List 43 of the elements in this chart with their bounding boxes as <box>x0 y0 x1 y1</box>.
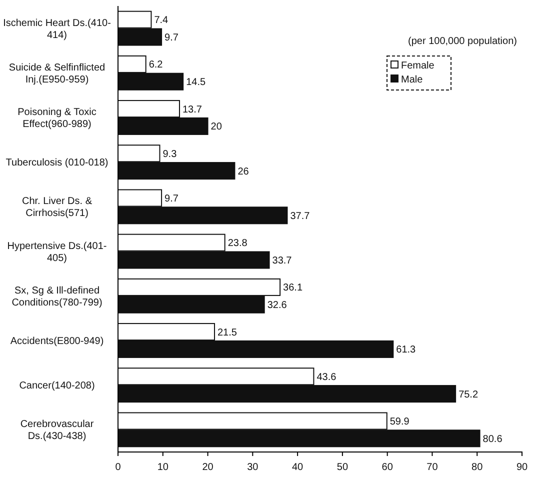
data-label: 32.6 <box>267 300 288 312</box>
x-tick-label: 40 <box>292 462 304 473</box>
data-label: 6.2 <box>148 60 164 71</box>
legend-label: Female <box>401 60 435 72</box>
data-label: 9.3 <box>162 148 178 160</box>
data-label: 33.7 <box>272 256 292 266</box>
data-label: 80.6 <box>482 434 503 445</box>
x-tick-label: 90 <box>516 462 528 473</box>
y-tick-label: Suicide & Selfinflicted Inj.(E950-959) <box>8 62 106 86</box>
data-label: 9.7 <box>164 32 179 44</box>
data-label: 26 <box>238 166 250 178</box>
data-label: 43.6 <box>316 372 337 383</box>
y-tick-label: Accidents(E800-949) <box>10 336 104 347</box>
x-tick-label: 30 <box>247 462 259 473</box>
y-tick-label: Cancer(140-208) <box>19 380 95 392</box>
data-label: 23.8 <box>228 238 248 250</box>
data-label: 21.5 <box>218 327 238 338</box>
legend-label: Male <box>401 74 424 86</box>
y-tick-label: Chr. Liver Ds. & Cirrhosis(571) <box>22 196 92 220</box>
y-tick-label: Cerebrovascular Ds.(430-438) <box>20 419 94 442</box>
x-tick-label: 0 <box>115 462 122 473</box>
data-label: 61.3 <box>396 344 416 356</box>
y-tick-label: Poisoning & Toxic Effect(960-989) <box>18 107 96 130</box>
annotation: (per 100,000 population) <box>408 36 517 47</box>
data-label: 59.9 <box>390 416 410 428</box>
x-tick-label: 20 <box>202 462 214 473</box>
x-tick-label: 60 <box>382 462 394 473</box>
y-tick-label: Sx, Sg & Ill-defined Conditions(780-799) <box>12 285 102 308</box>
x-tick-label: 70 <box>426 462 438 473</box>
data-label: 75.2 <box>458 389 478 400</box>
data-label: 14.5 <box>186 77 206 88</box>
x-tick-label: 80 <box>472 462 484 473</box>
y-tick-label: Ischemic Heart Ds.(410-414) <box>3 18 111 41</box>
data-label: 20 <box>210 122 222 133</box>
y-tick-label: Tuberculosis (010-018) <box>6 158 108 169</box>
data-label: 37.7 <box>290 210 310 222</box>
data-label: 9.7 <box>164 194 179 204</box>
data-label: 13.7 <box>182 104 202 116</box>
data-label: 7.4 <box>154 15 169 26</box>
x-tick-label: 10 <box>157 462 169 473</box>
data-label: 36.1 <box>283 282 303 294</box>
y-tick-label: Hypertensive Ds.(401-405) <box>7 240 107 264</box>
x-tick-label: 50 <box>336 462 348 473</box>
